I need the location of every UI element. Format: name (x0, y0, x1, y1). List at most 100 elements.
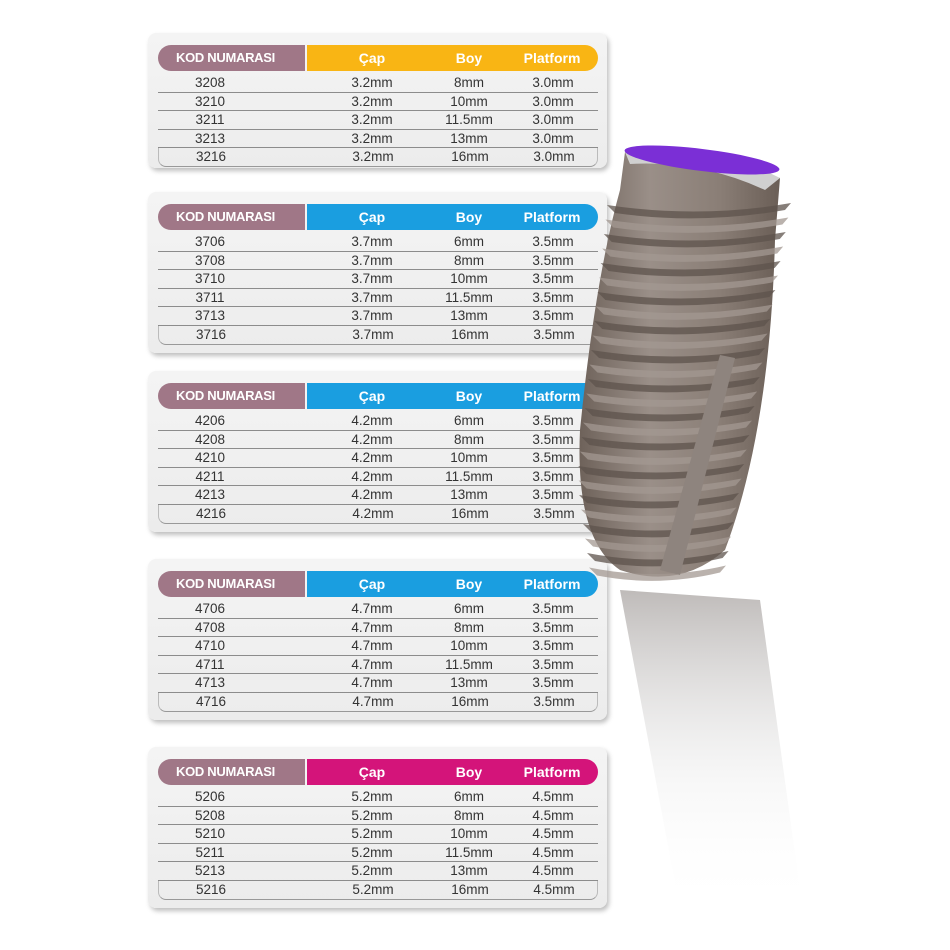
code-cell: 3716 (195, 326, 227, 342)
table-row: 3713 3.7mm 13mm 3.5mm (158, 307, 598, 326)
diameter-cell: 3.2mm (351, 112, 393, 128)
table-header: KOD NUMARASI Çap Boy Platform (158, 571, 598, 597)
platform-cell: 3.5mm (532, 289, 574, 305)
length-cell: 8mm (454, 252, 484, 268)
length-cell: 11.5mm (445, 468, 493, 484)
table-row: 4206 4.2mm 6mm 3.5mm (158, 412, 598, 431)
code-cell: 5213 (194, 863, 226, 879)
diameter-cell: 4.7mm (351, 601, 393, 616)
platform-cell: 4.5mm (532, 844, 574, 860)
length-cell: 10mm (450, 638, 488, 654)
table-row: 3211 3.2mm 11.5mm 3.0mm (158, 111, 598, 130)
header-diameter: Çap (358, 50, 386, 66)
diameter-cell: 3.2mm (352, 149, 394, 165)
code-cell: 5210 (194, 826, 226, 842)
diameter-cell: 5.2mm (352, 881, 394, 897)
code-cell: 4706 (194, 601, 226, 616)
code-cell: 4708 (194, 619, 226, 635)
table-row: 4706 4.7mm 6mm 3.5mm (158, 600, 598, 619)
header-platform: Platform (523, 764, 581, 780)
length-cell: 10mm (450, 271, 488, 287)
table-row: 4711 4.7mm 11.5mm 3.5mm (158, 656, 598, 675)
header-platform: Platform (523, 50, 581, 66)
code-cell: 4710 (194, 638, 226, 654)
platform-cell: 3.5mm (532, 487, 574, 503)
table-header: KOD NUMARASI Çap Boy Platform (158, 759, 598, 785)
header-code: KOD NUMARASI (158, 45, 305, 71)
diameter-cell: 5.2mm (351, 863, 393, 879)
header-diameter: Çap (358, 209, 386, 225)
length-cell: 13mm (450, 130, 488, 146)
table-row: 3711 3.7mm 11.5mm 3.5mm (158, 289, 598, 308)
platform-cell: 3.5mm (532, 656, 574, 672)
header-length: Boy (455, 209, 483, 225)
header-diameter: Çap (358, 764, 386, 780)
table-row: 5213 5.2mm 13mm 4.5mm (158, 862, 598, 881)
platform-cell: 3.5mm (532, 675, 574, 691)
header-platform: Platform (523, 209, 581, 225)
diameter-cell: 4.7mm (351, 638, 393, 654)
header-columns: Çap Boy Platform (307, 45, 598, 71)
length-cell: 6mm (454, 413, 484, 428)
diameter-cell: 4.2mm (351, 413, 393, 428)
table-row: 4708 4.7mm 8mm 3.5mm (158, 619, 598, 638)
dental-implant-icon (578, 145, 800, 910)
diameter-cell: 4.2mm (351, 487, 393, 503)
platform-cell: 3.5mm (533, 505, 575, 521)
header-length: Boy (455, 50, 483, 66)
code-cell: 5208 (194, 807, 226, 823)
platform-cell: 3.0mm (533, 149, 575, 165)
header-columns: Çap Boy Platform (307, 204, 598, 230)
diameter-cell: 5.2mm (351, 789, 393, 804)
table-row: 3708 3.7mm 8mm 3.5mm (158, 252, 598, 271)
diameter-cell: 3.7mm (352, 326, 394, 342)
code-cell: 4716 (195, 693, 227, 709)
table-row: 3208 3.2mm 8mm 3.0mm (158, 74, 598, 93)
length-cell: 10mm (450, 450, 488, 466)
table-row: 3710 3.7mm 10mm 3.5mm (158, 270, 598, 289)
length-cell: 13mm (450, 487, 488, 503)
code-cell: 4216 (195, 505, 227, 521)
code-cell: 4208 (194, 431, 226, 447)
platform-cell: 3.0mm (532, 75, 574, 90)
code-cell: 3210 (194, 93, 226, 109)
diameter-cell: 4.2mm (352, 505, 394, 521)
header-length: Boy (455, 764, 483, 780)
platform-cell: 3.5mm (533, 693, 575, 709)
platform-cell: 4.5mm (533, 881, 575, 897)
platform-cell: 4.5mm (532, 863, 574, 879)
platform-cell: 3.5mm (532, 234, 574, 249)
spec-table: KOD NUMARASI Çap Boy Platform 4206 4.2mm 6… (148, 371, 607, 532)
code-cell: 4711 (195, 656, 225, 672)
diameter-cell: 3.2mm (351, 75, 393, 90)
header-columns: Çap Boy Platform (307, 571, 598, 597)
code-cell: 3710 (194, 271, 226, 287)
code-cell: 3213 (194, 130, 226, 146)
platform-cell: 3.5mm (532, 601, 574, 616)
length-cell: 16mm (451, 149, 489, 165)
table-header: KOD NUMARASI Çap Boy Platform (158, 383, 598, 409)
length-cell: 16mm (451, 326, 489, 342)
platform-cell: 3.5mm (532, 638, 574, 654)
spec-table: KOD NUMARASI Çap Boy Platform 3706 3.7mm 6… (148, 192, 607, 353)
platform-cell: 3.0mm (532, 112, 574, 128)
header-length: Boy (455, 576, 483, 592)
table-row: 4210 4.2mm 10mm 3.5mm (158, 449, 598, 468)
code-cell: 4713 (194, 675, 226, 691)
table-row: 4208 4.2mm 8mm 3.5mm (158, 431, 598, 450)
diameter-cell: 5.2mm (351, 826, 393, 842)
spec-table: KOD NUMARASI Çap Boy Platform 3208 3.2mm 8… (148, 33, 607, 168)
table-row: 5210 5.2mm 10mm 4.5mm (158, 825, 598, 844)
table-row: 3706 3.7mm 6mm 3.5mm (158, 233, 598, 252)
table-row: 3216 3.2mm 16mm 3.0mm (158, 148, 598, 167)
platform-cell: 3.5mm (532, 308, 574, 324)
length-cell: 8mm (454, 75, 484, 90)
table-row: 5208 5.2mm 8mm 4.5mm (158, 807, 598, 826)
code-cell: 3208 (194, 75, 226, 90)
code-cell: 3706 (194, 234, 226, 249)
length-cell: 11.5mm (445, 656, 493, 672)
code-cell: 5206 (194, 789, 226, 804)
header-code: KOD NUMARASI (158, 571, 305, 597)
length-cell: 11.5mm (445, 112, 493, 128)
diameter-cell: 3.2mm (351, 93, 393, 109)
